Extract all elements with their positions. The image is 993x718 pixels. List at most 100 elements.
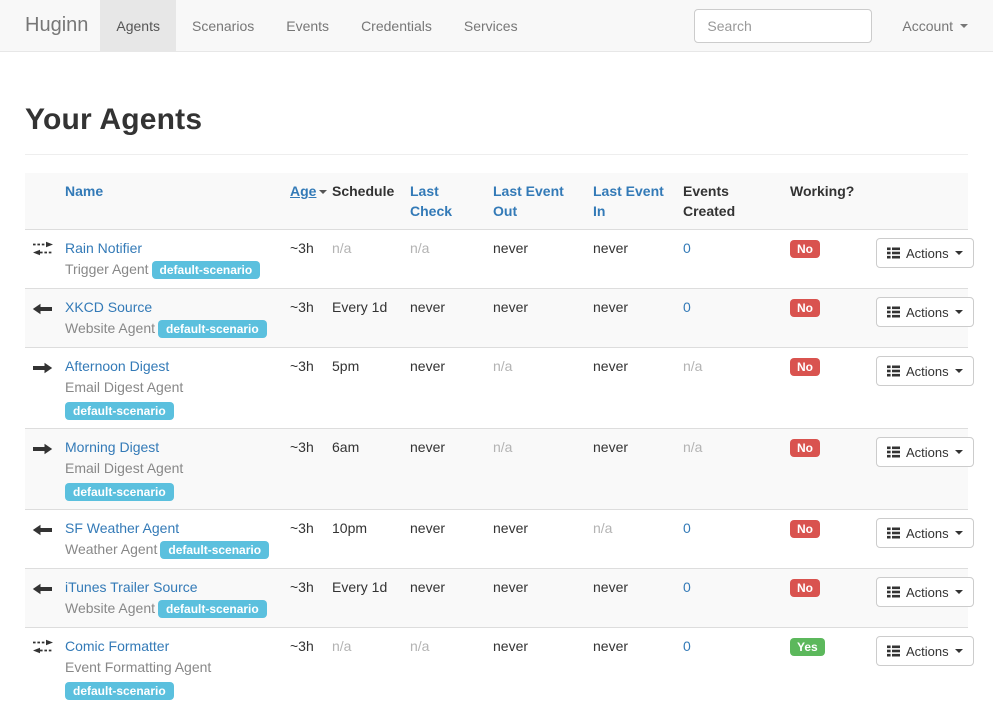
list-icon: [887, 247, 900, 259]
events-created-link: n/a: [683, 358, 703, 374]
scenario-badge[interactable]: default-scenario: [65, 402, 174, 420]
scenario-badge[interactable]: default-scenario: [160, 541, 270, 559]
name-cell: Morning Digest Email Digest Agent defaul…: [57, 428, 282, 510]
working-badge: Yes: [790, 638, 825, 656]
agent-name-link[interactable]: Comic Formatter: [65, 638, 170, 654]
arrow-right-icon: [32, 443, 53, 455]
navbar-right-group: Account: [694, 0, 968, 51]
events-created-link[interactable]: 0: [683, 299, 691, 315]
name-cell: SF Weather Agent Weather Agent default-sc…: [57, 509, 282, 569]
header-last-check[interactable]: Last Check: [410, 183, 453, 219]
table-row: Comic Formatter Event Formatting Agent d…: [25, 627, 974, 708]
scenario-badge[interactable]: default-scenario: [158, 600, 267, 618]
name-cell: XKCD Source Website Agent default-scenari…: [57, 288, 282, 348]
direction-cell: [25, 428, 57, 510]
events-created-link[interactable]: 0: [683, 520, 691, 536]
actions-label: Actions: [906, 584, 949, 600]
agents-table-body: Rain Notifier Trigger Agent default-scena…: [25, 229, 974, 708]
working-badge: No: [790, 358, 820, 376]
last-check-cell: never: [402, 509, 485, 569]
bidirectional-arrows-icon: [32, 639, 54, 654]
age-cell: ~3h: [282, 627, 324, 708]
account-label: Account: [902, 17, 953, 34]
events-created-cell: 0: [675, 229, 782, 289]
chevron-down-icon: [954, 450, 963, 454]
agent-name-link[interactable]: Morning Digest: [65, 439, 160, 455]
list-icon: [887, 306, 900, 318]
agent-type-label: Email Digest Agent: [65, 460, 184, 476]
events-created-cell: 0: [675, 509, 782, 569]
actions-cell: Actions: [868, 428, 974, 510]
header-name[interactable]: Name: [65, 183, 104, 199]
working-cell: Yes: [782, 627, 868, 708]
agent-type-label: Email Digest Agent: [65, 379, 184, 395]
list-icon: [887, 645, 900, 657]
direction-cell: [25, 627, 57, 708]
header-last-event-out[interactable]: Last Event Out: [493, 183, 564, 219]
agent-name-link[interactable]: XKCD Source: [65, 299, 153, 315]
nav-item-events[interactable]: Events: [286, 17, 330, 34]
actions-label: Actions: [906, 304, 949, 320]
nav-item-scenarios[interactable]: Scenarios: [191, 17, 255, 34]
actions-button[interactable]: Actions: [876, 238, 974, 268]
table-header-row: Name Age Schedule Last Check Last Event …: [25, 173, 968, 230]
actions-button[interactable]: Actions: [876, 636, 974, 666]
working-cell: No: [782, 288, 868, 348]
scenario-badge[interactable]: default-scenario: [158, 320, 267, 338]
actions-cell: Actions: [868, 568, 974, 628]
list-icon: [887, 365, 900, 377]
events-created-link[interactable]: 0: [683, 240, 691, 256]
events-created-link: n/a: [683, 439, 703, 455]
agent-name-link[interactable]: SF Weather Agent: [65, 520, 180, 536]
agent-type-label: Website Agent: [65, 600, 156, 616]
header-age[interactable]: Age: [290, 183, 317, 199]
agent-type-label: Website Agent: [65, 320, 156, 336]
working-cell: No: [782, 509, 868, 569]
actions-button[interactable]: Actions: [876, 518, 974, 548]
working-cell: No: [782, 229, 868, 289]
name-cell: Rain Notifier Trigger Agent default-scena…: [57, 229, 282, 289]
account-menu[interactable]: Account: [902, 18, 968, 34]
scenario-badge[interactable]: default-scenario: [65, 682, 174, 700]
last-event-out-cell: never: [485, 288, 585, 348]
agent-name-link[interactable]: Afternoon Digest: [65, 358, 170, 374]
agent-name-link[interactable]: Rain Notifier: [65, 240, 143, 256]
header-events-created: Events Created: [683, 183, 736, 219]
last-check-cell: never: [402, 347, 485, 429]
working-badge: No: [790, 240, 820, 258]
age-cell: ~3h: [282, 288, 324, 348]
actions-button[interactable]: Actions: [876, 356, 974, 386]
actions-button[interactable]: Actions: [876, 437, 974, 467]
agent-type-label: Trigger Agent: [65, 261, 149, 277]
last-event-out-cell: never: [485, 568, 585, 628]
header-icon-column: [25, 173, 57, 230]
scenario-badge[interactable]: default-scenario: [65, 483, 174, 501]
last-event-in-cell: never: [585, 288, 675, 348]
actions-button[interactable]: Actions: [876, 577, 974, 607]
nav-item-agents[interactable]: Agents: [100, 0, 176, 51]
last-event-out-cell: never: [485, 509, 585, 569]
nav-item-credentials[interactable]: Credentials: [361, 17, 432, 34]
header-working: Working?: [790, 183, 855, 199]
agent-name-link[interactable]: iTunes Trailer Source: [65, 579, 198, 595]
events-created-link[interactable]: 0: [683, 638, 691, 654]
header-last-event-in[interactable]: Last Event In: [593, 183, 664, 219]
actions-label: Actions: [906, 444, 949, 460]
scenario-badge[interactable]: default-scenario: [151, 261, 261, 279]
brand-link[interactable]: Huginn: [25, 14, 89, 36]
top-navbar: Huginn Agents Scenarios Events Credentia…: [0, 0, 993, 52]
chevron-down-icon: [954, 649, 963, 653]
sort-desc-icon: [319, 190, 328, 195]
search-input[interactable]: [694, 8, 873, 43]
table-row: Morning Digest Email Digest Agent defaul…: [25, 428, 974, 510]
actions-cell: Actions: [868, 229, 974, 289]
chevron-down-icon: [954, 369, 963, 373]
events-created-link[interactable]: 0: [683, 579, 691, 595]
actions-label: Actions: [906, 643, 949, 659]
events-created-cell: 0: [675, 288, 782, 348]
last-event-in-cell: n/a: [585, 509, 675, 569]
last-event-in-cell: never: [585, 229, 675, 289]
last-event-out-cell: never: [485, 627, 585, 708]
nav-item-services[interactable]: Services: [463, 17, 518, 34]
actions-button[interactable]: Actions: [876, 297, 974, 327]
